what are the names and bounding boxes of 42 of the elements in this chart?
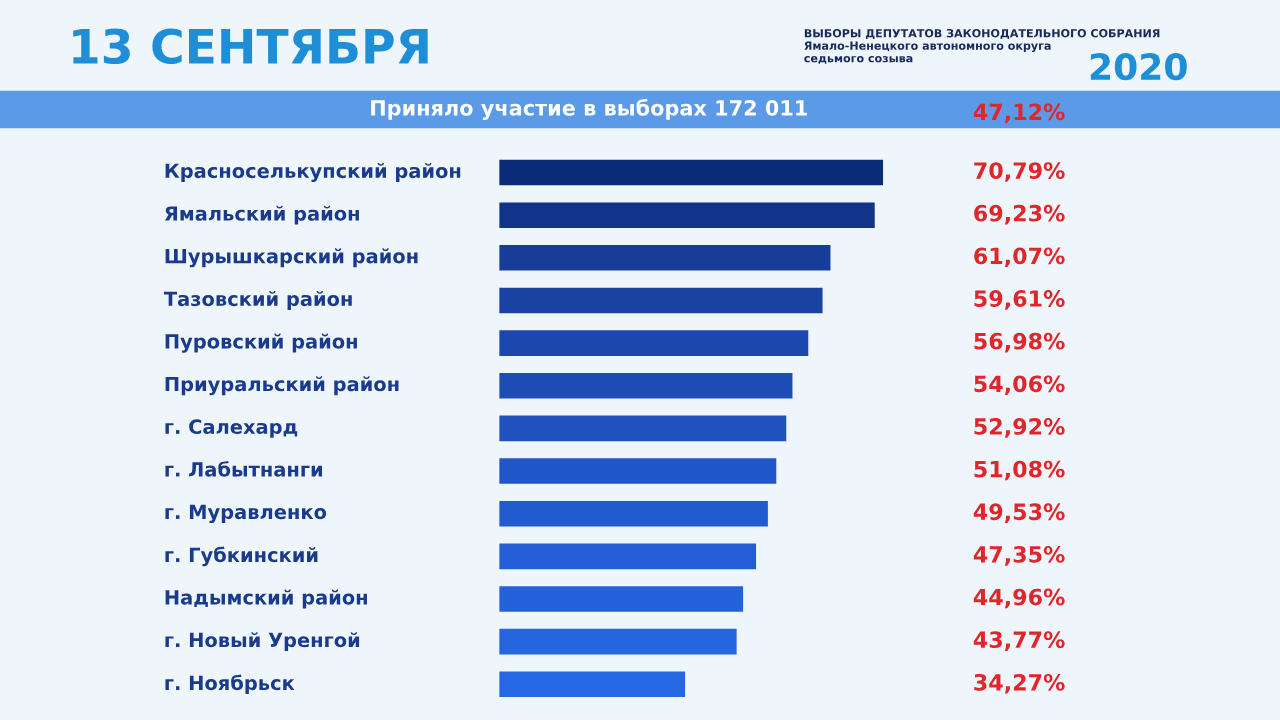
bar: [499, 628, 737, 655]
data-label: 54,06%: [974, 375, 1065, 396]
y-tick-label: Надымский район: [165, 589, 367, 609]
bar: [499, 458, 777, 484]
y-tick-label: г. Новый Уренгой: [165, 632, 360, 652]
y-tick-label: г. Ноябрьск: [165, 674, 295, 694]
data-label: 44,96%: [973, 588, 1065, 609]
bar: [499, 500, 768, 527]
y-tick-label: Красноселькупский район: [165, 163, 461, 183]
y-tick-label: Пуровский район: [165, 333, 357, 353]
y-tick-label: г. Лабытнанги: [165, 461, 322, 477]
y-tick-label: Приуральский район: [165, 376, 399, 396]
data-label: 69,23%: [974, 204, 1065, 225]
data-label: 34,27%: [974, 673, 1065, 694]
bar: [499, 159, 884, 186]
bar: [499, 543, 757, 570]
data-label: 49,53%: [973, 503, 1065, 523]
bar: [499, 372, 793, 399]
bar: [499, 245, 831, 271]
y-tick-label: Тазовский район: [163, 291, 352, 310]
data-label: 43,77%: [973, 631, 1065, 651]
text: 47,12%: [973, 103, 1065, 124]
y-tick-label: г. Губкинский: [165, 546, 318, 567]
bar: [499, 330, 809, 356]
data-label: 52,92%: [974, 418, 1065, 438]
y-tick-label: г. Муравленко: [165, 504, 327, 524]
data-label: 61,07%: [974, 247, 1065, 268]
data-label: 51,08%: [974, 460, 1065, 481]
y-tick-label: Шурышкарский район: [165, 248, 418, 268]
data-label: 59,61%: [974, 290, 1065, 310]
bar: [499, 415, 787, 442]
data-label: 47,35%: [973, 545, 1065, 566]
chart-title: 13 СЕНТЯБРЯ: [73, 28, 428, 65]
y-tick-label: Ямальский район: [165, 205, 359, 225]
bar: [499, 671, 686, 698]
bar: [499, 586, 744, 612]
data-label: 70,79%: [974, 162, 1065, 182]
bar: [499, 202, 875, 228]
bar: [499, 287, 823, 314]
y-tick-label: г. Салехард: [165, 419, 298, 438]
text: Приняло участие в выборах 172 011: [371, 98, 807, 120]
data-label: 56,98%: [974, 332, 1065, 353]
